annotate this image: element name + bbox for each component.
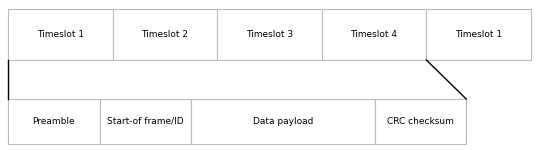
Bar [113, 9, 217, 60]
Bar [375, 99, 466, 144]
Text: Start-of frame/ID: Start-of frame/ID [107, 117, 184, 126]
Bar [8, 9, 113, 60]
Bar [217, 9, 322, 60]
Text: Timeslot 3: Timeslot 3 [246, 30, 293, 39]
Bar [322, 9, 426, 60]
Bar [8, 99, 100, 144]
Text: Timeslot 1: Timeslot 1 [455, 30, 502, 39]
Text: CRC checksum: CRC checksum [387, 117, 454, 126]
Text: Preamble: Preamble [32, 117, 75, 126]
Bar [191, 99, 375, 144]
Bar [100, 99, 191, 144]
Text: Timeslot 2: Timeslot 2 [141, 30, 189, 39]
Text: Timeslot 4: Timeslot 4 [350, 30, 398, 39]
Bar [426, 9, 531, 60]
Text: Data payload: Data payload [253, 117, 313, 126]
Text: Timeslot 1: Timeslot 1 [37, 30, 84, 39]
